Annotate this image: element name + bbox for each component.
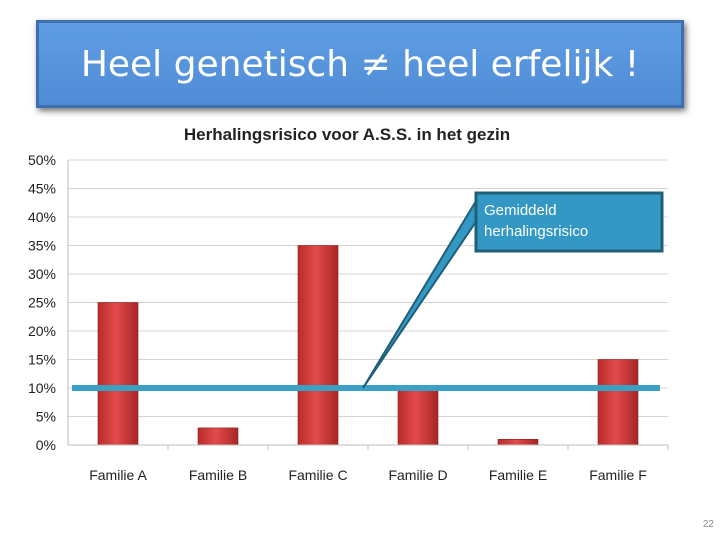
y-tick-label: 45%: [28, 181, 56, 197]
x-tick-label: Familie E: [489, 467, 547, 483]
callout-box: [474, 191, 664, 253]
bar-chart: Herhalingsrisico voor A.S.S. in het gezi…: [28, 125, 669, 483]
x-tick-label: Familie D: [388, 467, 447, 483]
bar: [497, 438, 539, 446]
y-tick-label: 30%: [28, 266, 56, 282]
bar: [597, 359, 639, 446]
callout-text: herhalingsrisico: [484, 223, 588, 240]
y-tick-label: 5%: [36, 409, 56, 425]
bar: [97, 302, 139, 446]
y-tick-label: 10%: [28, 380, 56, 396]
bar: [297, 245, 339, 446]
callout-text: Gemiddeld: [484, 202, 557, 219]
y-tick-label: 15%: [28, 352, 56, 368]
x-tick-label: Familie A: [89, 467, 147, 483]
y-tick-label: 20%: [28, 323, 56, 339]
x-tick-label: Familie C: [288, 467, 347, 483]
x-tick-label: Familie F: [589, 467, 647, 483]
y-tick-label: 35%: [28, 238, 56, 254]
x-tick-label: Familie B: [189, 467, 247, 483]
y-tick-label: 40%: [28, 209, 56, 225]
y-tick-label: 50%: [28, 152, 56, 168]
slide-title-box: Heel genetisch ≠ heel erfelijk !: [36, 20, 684, 108]
y-tick-label: 25%: [28, 295, 56, 311]
slide-title: Heel genetisch ≠ heel erfelijk !: [80, 43, 640, 85]
chart-title: Herhalingsrisico voor A.S.S. in het gezi…: [184, 125, 510, 144]
y-tick-label: 0%: [36, 437, 56, 453]
bar: [397, 387, 439, 446]
bar: [197, 427, 239, 446]
slide-number: 22: [702, 519, 714, 530]
